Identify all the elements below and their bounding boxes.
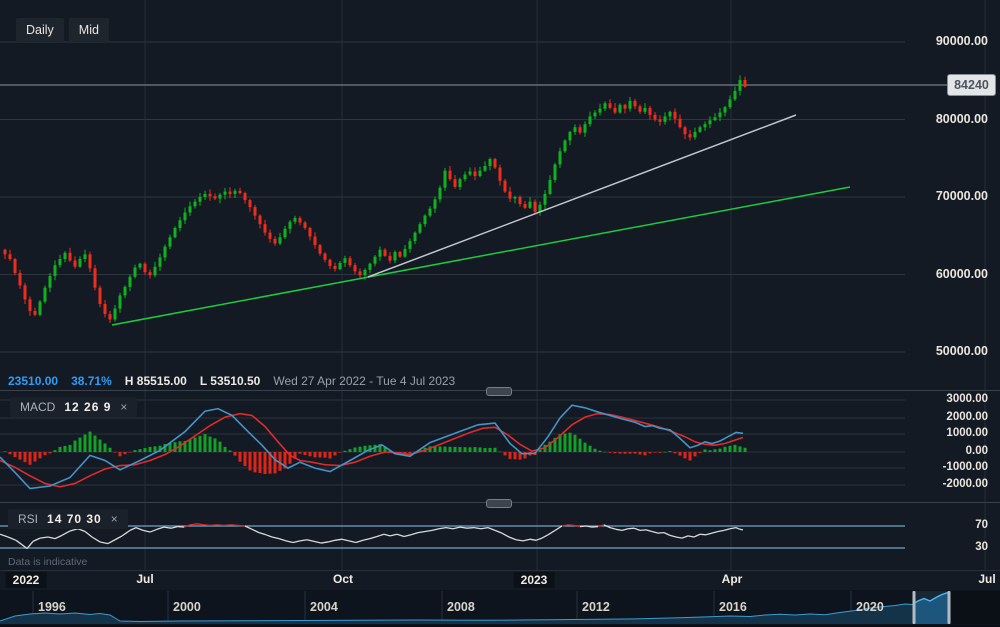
timeframe-toolbar: Daily Mid xyxy=(16,18,109,42)
macd-axis-label: 2000.00 xyxy=(946,411,988,423)
date-range: Wed 27 Apr 2022 - Tue 4 Jul 2023 xyxy=(273,374,456,388)
panel-resize-grip-macd[interactable] xyxy=(486,387,512,396)
navigator-selection[interactable] xyxy=(0,591,948,624)
time-axis-label: Jul xyxy=(978,572,996,586)
nav-year-label: 2008 xyxy=(447,600,475,614)
nav-year-label: 2016 xyxy=(719,600,747,614)
macd-axis-label: 1000.00 xyxy=(946,427,988,439)
navigator-handle-left[interactable] xyxy=(912,591,916,624)
macd-axis-label: -1000.00 xyxy=(942,461,988,473)
candlestick-series[interactable] xyxy=(3,75,747,324)
period-low: L 53510.50 xyxy=(199,374,261,388)
navigator-area xyxy=(0,592,948,624)
rsi-line[interactable] xyxy=(0,523,744,550)
footnote: Data is indicative xyxy=(8,556,88,568)
rsi-title: RSI xyxy=(18,512,39,526)
price-axis-label: 70000.00 xyxy=(935,189,988,203)
macd-axis-label: 3000.00 xyxy=(946,393,988,405)
macd-close-icon[interactable]: × xyxy=(120,400,128,414)
macd-params: 12 26 9 xyxy=(64,400,112,414)
time-axis-label: Oct xyxy=(332,572,354,586)
panel-separators xyxy=(0,390,1000,591)
nav-year-label: 2012 xyxy=(582,600,610,614)
nav-year-label: 2004 xyxy=(310,600,338,614)
macd-signal-line xyxy=(0,412,744,488)
ohlc-info-bar: 23510.00 38.71% H 85515.00 L 53510.50 We… xyxy=(8,374,455,388)
nav-year-label: 2020 xyxy=(856,600,884,614)
current-price-value: 84240 xyxy=(954,78,989,92)
macd-axis-label: 0.00 xyxy=(965,445,988,457)
price-axis-label: 90000.00 xyxy=(935,34,988,48)
macd-axis-label: -2000.00 xyxy=(942,478,988,490)
daily-button[interactable]: Daily xyxy=(16,18,64,42)
navigator-handle-right[interactable] xyxy=(947,591,951,624)
panel-resize-grip-rsi[interactable] xyxy=(486,499,512,508)
price-change-value: 23510.00 xyxy=(8,374,59,388)
macd-panel[interactable] xyxy=(0,404,747,490)
rsi-axis-label: 30 xyxy=(975,541,988,553)
rsi-close-icon[interactable]: × xyxy=(110,512,118,526)
macd-line xyxy=(0,404,744,490)
price-axis-label: 50000.00 xyxy=(935,344,988,358)
trendline-white[interactable] xyxy=(367,114,797,278)
time-axis-label: 2023 xyxy=(513,572,555,588)
trendline-green[interactable] xyxy=(111,186,851,326)
price-axis-label: 60000.00 xyxy=(935,266,988,281)
period-high: H 85515.00 xyxy=(124,374,187,388)
navigator[interactable] xyxy=(0,590,1000,627)
rsi-params: 14 70 30 xyxy=(47,512,102,526)
current-price-tag: 84240 xyxy=(947,74,996,96)
price-axis-label: 80000.00 xyxy=(935,111,988,126)
time-axis-label: Jul xyxy=(136,572,154,586)
rsi-level-lines xyxy=(0,525,905,549)
rsi-axis-label: 70 xyxy=(975,519,988,531)
macd-title: MACD xyxy=(20,400,56,414)
nav-year-label: 2000 xyxy=(173,600,201,614)
rsi-indicator-label: RSI 14 70 30 × xyxy=(8,509,128,529)
price-change-percent: 38.71% xyxy=(71,374,112,388)
time-axis-label: Apr xyxy=(721,572,743,586)
mid-button[interactable]: Mid xyxy=(68,18,109,42)
macd-indicator-label: MACD 12 26 9 × xyxy=(10,397,138,417)
time-axis-label: 2022 xyxy=(5,572,47,588)
nav-year-label: 1996 xyxy=(38,600,66,614)
